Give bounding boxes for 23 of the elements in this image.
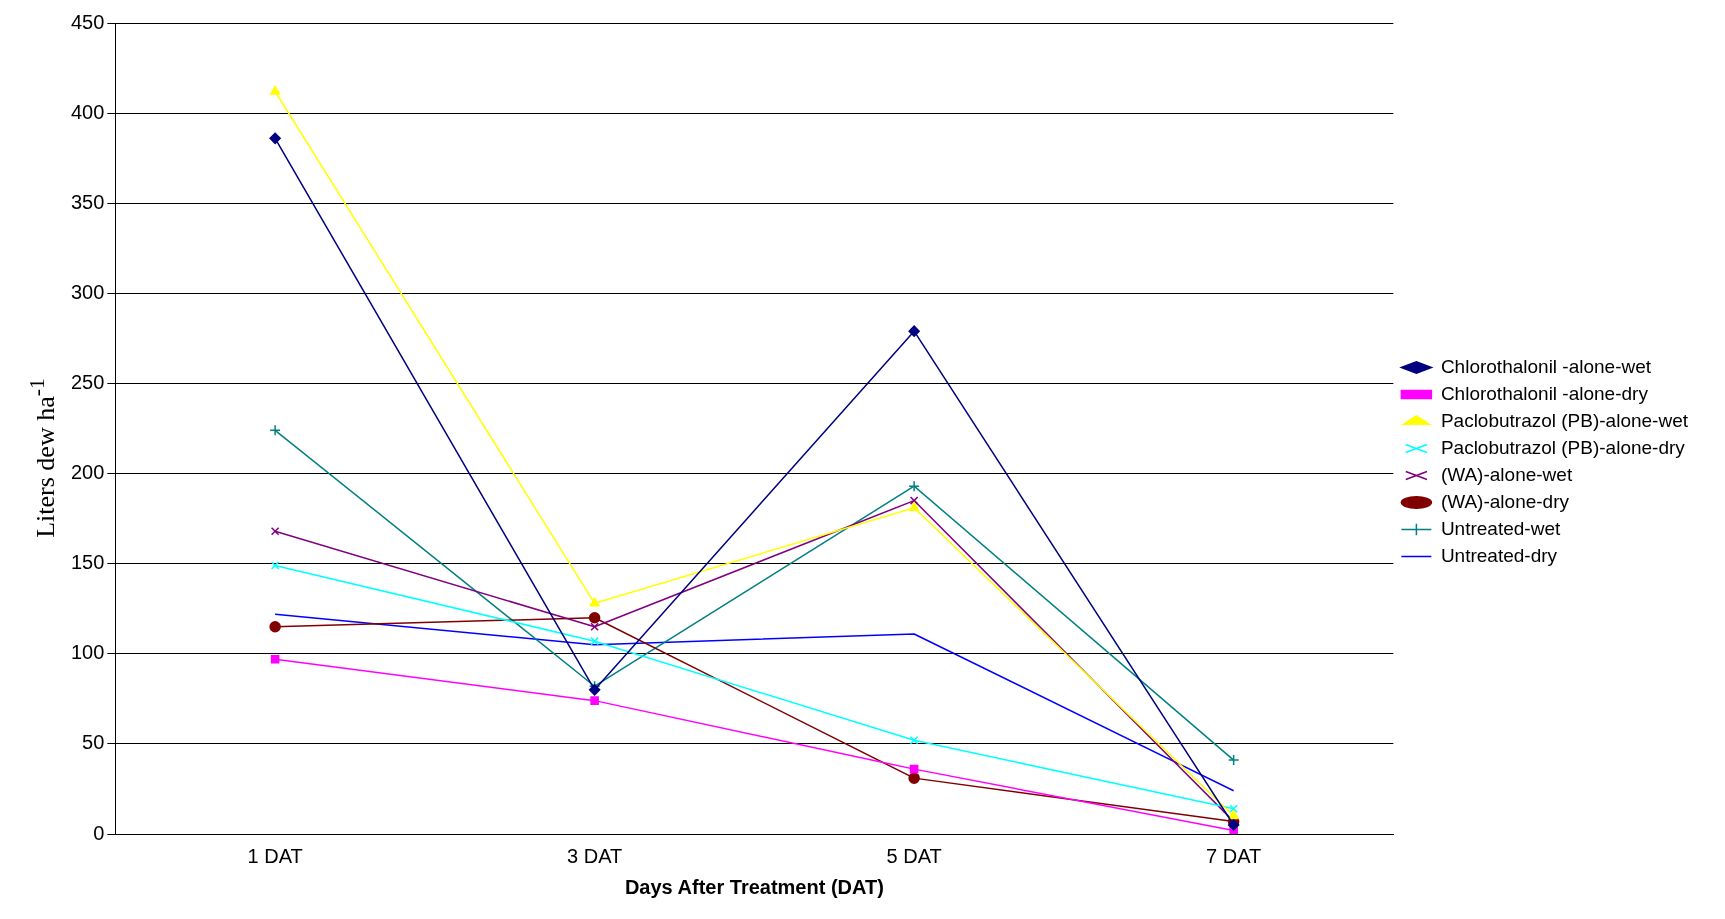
y-tick-label: 350 [70, 190, 105, 213]
y-tick-label: 300 [70, 280, 105, 303]
y-tick-label: 150 [70, 551, 105, 574]
legend-label: Chlorothalonil -alone-dry [1440, 382, 1649, 404]
y-tick-label: 400 [70, 100, 105, 123]
legend-label: Paclobutrazol (PB)-alone-dry [1440, 436, 1686, 458]
y-tick-label: 0 [93, 821, 105, 844]
legend-label: Chlorothalonil -alone-wet [1440, 355, 1652, 377]
x-tick-label: 5 DAT [886, 844, 942, 867]
y-tick-label: 200 [70, 461, 105, 484]
x-tick-label: 3 DAT [567, 844, 623, 867]
y-tick-label: 450 [70, 10, 105, 33]
x-tick-label: 7 DAT [1206, 844, 1262, 867]
y-tick-label: 100 [70, 641, 105, 664]
legend-label: Untreated-wet [1440, 517, 1561, 539]
legend-label: (WA)-alone-dry [1440, 490, 1570, 512]
x-axis-title: Days After Treatment (DAT) [624, 875, 884, 898]
x-tick-label: 1 DAT [247, 844, 303, 867]
y-tick-label: 250 [70, 370, 105, 393]
legend-label: Untreated-dry [1440, 544, 1558, 566]
legend-label: Paclobutrazol (PB)-alone-wet [1440, 409, 1689, 431]
legend-label: (WA)-alone-wet [1440, 463, 1573, 485]
y-tick-label: 50 [82, 731, 105, 754]
